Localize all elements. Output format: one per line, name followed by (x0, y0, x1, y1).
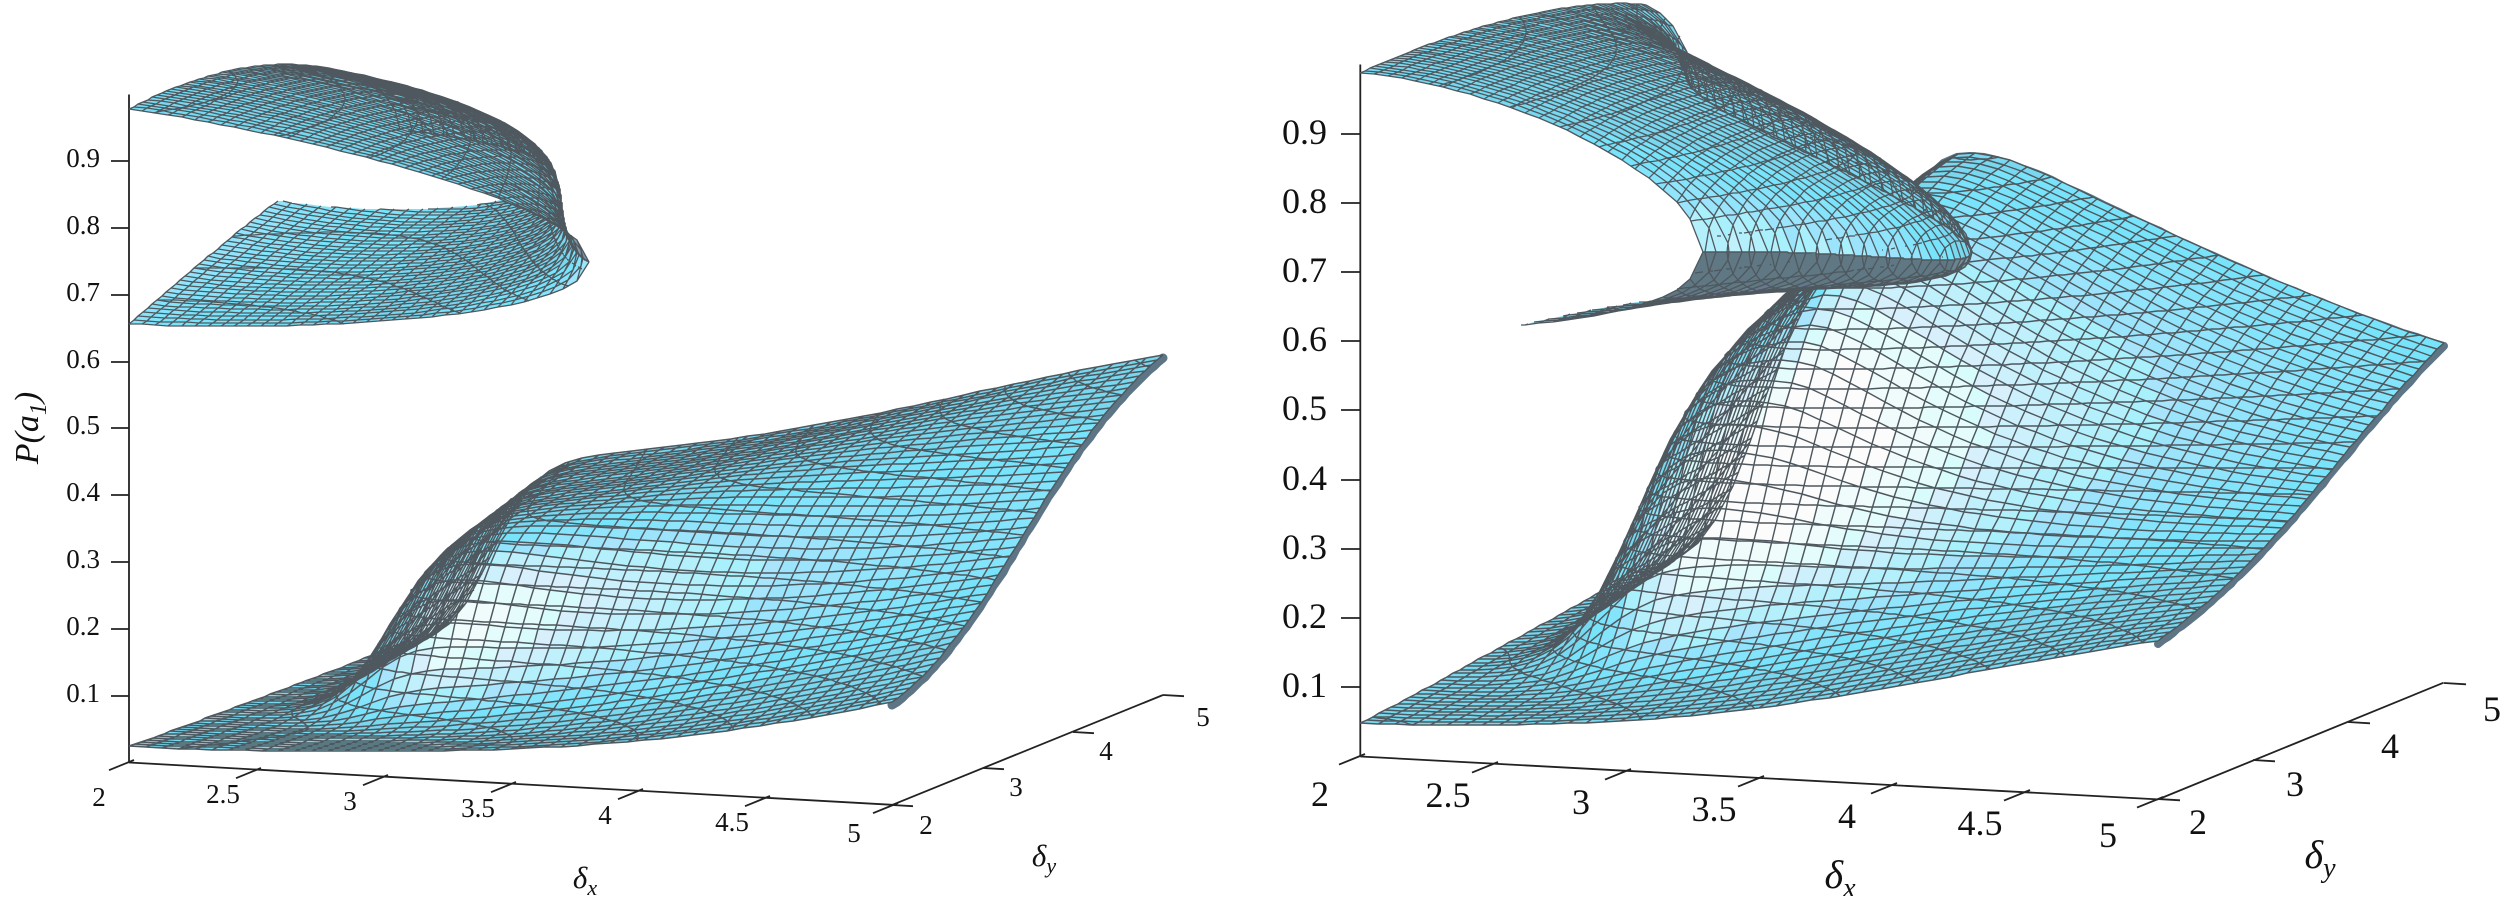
svg-text:0.4: 0.4 (1282, 458, 1327, 498)
svg-text:P(a1): P(a1) (9, 392, 52, 465)
svg-text:0.3: 0.3 (1282, 527, 1327, 567)
svg-text:3.5: 3.5 (461, 793, 495, 823)
svg-text:4.5: 4.5 (715, 807, 749, 837)
svg-text:2: 2 (92, 782, 106, 812)
svg-text:4: 4 (1838, 796, 1856, 836)
svg-text:5: 5 (2099, 815, 2117, 855)
svg-text:3: 3 (1009, 772, 1023, 802)
svg-text:0.8: 0.8 (1282, 181, 1327, 221)
svg-text:0.1: 0.1 (1282, 665, 1327, 705)
svg-text:3: 3 (343, 786, 357, 816)
svg-text:2: 2 (2189, 802, 2207, 842)
svg-text:0.7: 0.7 (66, 277, 100, 307)
svg-text:3: 3 (1572, 782, 1590, 822)
svg-text:3: 3 (2286, 764, 2304, 804)
svg-text:2: 2 (919, 810, 933, 840)
svg-text:0.7: 0.7 (1282, 250, 1327, 290)
svg-text:4: 4 (598, 800, 612, 830)
svg-text:5: 5 (847, 818, 861, 848)
svg-text:4: 4 (2381, 726, 2399, 766)
svg-text:2.5: 2.5 (206, 779, 240, 809)
svg-text:0.9: 0.9 (1282, 112, 1327, 152)
svg-text:4: 4 (1099, 736, 1113, 766)
svg-text:5: 5 (1196, 702, 1210, 732)
svg-text:2: 2 (1311, 774, 1329, 814)
svg-text:3.5: 3.5 (1692, 789, 1737, 829)
svg-text:0.2: 0.2 (66, 611, 100, 641)
svg-text:0.5: 0.5 (1282, 388, 1327, 428)
svg-text:0.9: 0.9 (66, 143, 100, 173)
svg-text:0.8: 0.8 (66, 210, 100, 240)
svg-text:4.5: 4.5 (1958, 803, 2003, 843)
svg-text:0.1: 0.1 (66, 678, 100, 708)
svg-text:0.6: 0.6 (66, 344, 100, 374)
svg-text:0.6: 0.6 (1282, 319, 1327, 359)
svg-text:0.5: 0.5 (66, 410, 100, 440)
svg-text:0.4: 0.4 (66, 477, 100, 507)
svg-text:0.3: 0.3 (66, 544, 100, 574)
svg-text:2.5: 2.5 (1426, 775, 1471, 815)
svg-text:0.2: 0.2 (1282, 596, 1327, 636)
svg-text:5: 5 (2483, 689, 2500, 729)
